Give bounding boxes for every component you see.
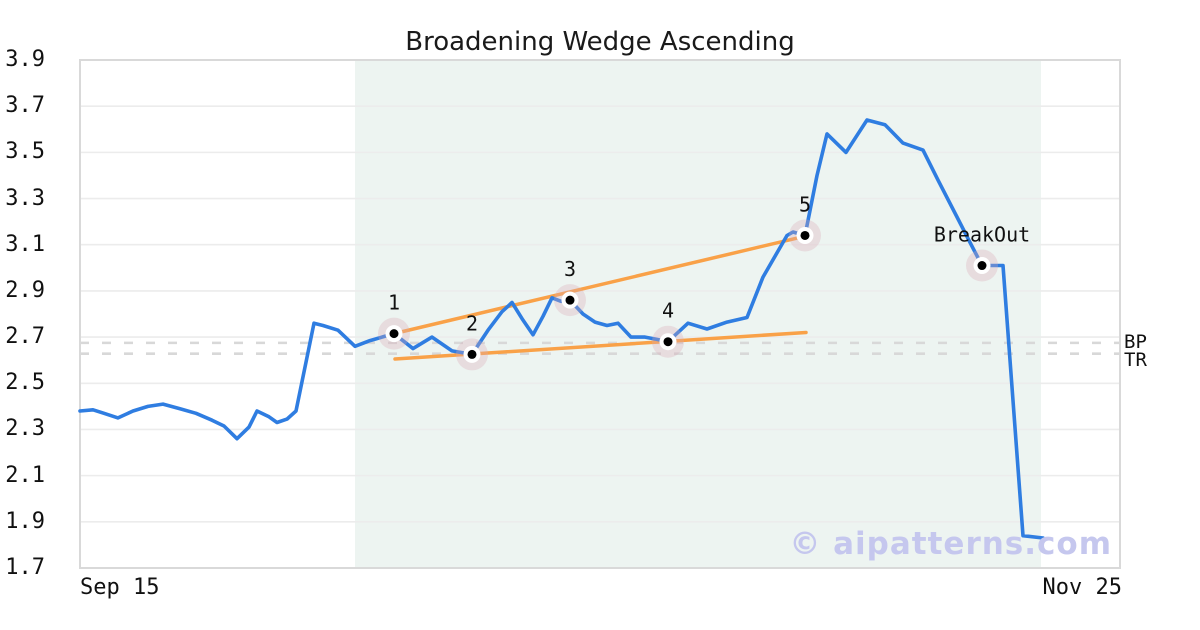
pattern-point bbox=[565, 295, 575, 305]
y-tick-label: 1.7 bbox=[5, 555, 45, 580]
y-tick-label: 2.7 bbox=[5, 324, 45, 350]
level-label-bp: BP bbox=[1124, 330, 1147, 353]
y-tick-label: 3.3 bbox=[5, 185, 45, 211]
pattern-point bbox=[800, 230, 810, 240]
point-label: 5 bbox=[799, 192, 811, 216]
chart-title: Broadening Wedge Ascending bbox=[405, 27, 795, 57]
price-line bbox=[78, 118, 1045, 540]
y-tick-label: 2.5 bbox=[5, 370, 45, 396]
point-label: 4 bbox=[662, 299, 674, 323]
point-label: BreakOut bbox=[934, 223, 1030, 247]
upper-wedge-line bbox=[392, 234, 805, 336]
plot-border bbox=[79, 59, 1121, 569]
pattern-highlight-band bbox=[355, 60, 1041, 568]
y-tick-label: 3.9 bbox=[5, 47, 45, 72]
pattern-point bbox=[977, 261, 987, 271]
y-tick-label: 3.5 bbox=[5, 139, 45, 165]
pattern-point bbox=[663, 337, 673, 347]
point-label: 3 bbox=[564, 257, 576, 281]
point-label: 2 bbox=[466, 311, 478, 335]
y-tick-label: 2.3 bbox=[5, 416, 45, 442]
y-tick-label: 3.7 bbox=[5, 93, 45, 119]
y-tick-label: 2.9 bbox=[5, 277, 45, 303]
watermark: © aipatterns.com bbox=[789, 526, 1112, 562]
pattern-point bbox=[389, 329, 399, 339]
level-label-tr: TR bbox=[1124, 348, 1147, 371]
y-tick-label: 2.1 bbox=[5, 462, 45, 488]
y-tick-label: 1.9 bbox=[5, 508, 45, 534]
x-axis-label-end: Nov 25 bbox=[1042, 575, 1122, 600]
x-axis-label-start: Sep 15 bbox=[80, 575, 160, 600]
point-label: 1 bbox=[388, 291, 400, 315]
y-tick-label: 3.1 bbox=[5, 231, 45, 257]
pattern-point bbox=[467, 349, 477, 359]
